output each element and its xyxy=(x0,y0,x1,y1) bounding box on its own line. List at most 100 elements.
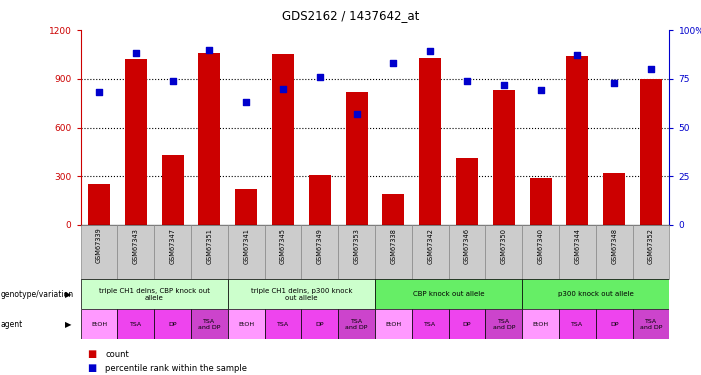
Bar xyxy=(529,178,552,225)
Text: ■: ■ xyxy=(88,363,97,373)
Bar xyxy=(198,53,221,225)
Text: GSM67348: GSM67348 xyxy=(611,228,618,264)
Text: GSM67338: GSM67338 xyxy=(390,228,397,264)
Bar xyxy=(603,173,625,225)
Text: TSA
and DP: TSA and DP xyxy=(346,319,368,330)
Bar xyxy=(522,225,559,279)
Bar xyxy=(559,225,596,279)
Bar xyxy=(265,309,301,339)
Bar xyxy=(118,309,154,339)
Text: GSM67349: GSM67349 xyxy=(317,228,323,264)
Text: ■: ■ xyxy=(88,350,97,359)
Text: GSM67342: GSM67342 xyxy=(427,228,433,264)
Point xyxy=(204,46,215,53)
Text: CBP knock out allele: CBP knock out allele xyxy=(413,291,484,297)
Text: DP: DP xyxy=(168,322,177,327)
Bar xyxy=(161,155,184,225)
Point xyxy=(388,60,399,66)
Point xyxy=(314,74,325,80)
Point xyxy=(167,78,178,84)
Bar xyxy=(236,189,257,225)
Bar xyxy=(559,309,596,339)
Bar xyxy=(346,92,367,225)
Bar xyxy=(632,225,669,279)
Bar xyxy=(640,79,662,225)
Bar xyxy=(449,309,485,339)
Bar xyxy=(522,279,669,309)
Bar xyxy=(338,309,375,339)
Text: DP: DP xyxy=(463,322,471,327)
Bar xyxy=(154,225,191,279)
Bar xyxy=(449,225,485,279)
Text: p300 knock out allele: p300 knock out allele xyxy=(558,291,634,297)
Text: triple CH1 delns, p300 knock
out allele: triple CH1 delns, p300 knock out allele xyxy=(251,288,352,301)
Point xyxy=(93,89,104,95)
Text: GSM67344: GSM67344 xyxy=(574,228,580,264)
Point xyxy=(351,111,362,117)
Text: GSM67346: GSM67346 xyxy=(464,228,470,264)
Text: DP: DP xyxy=(610,322,618,327)
Point xyxy=(535,87,546,93)
Bar xyxy=(81,279,228,309)
Point xyxy=(498,82,510,88)
Bar xyxy=(522,309,559,339)
Bar xyxy=(596,309,632,339)
Point xyxy=(240,99,252,105)
Bar xyxy=(383,194,404,225)
Bar xyxy=(228,279,375,309)
Bar xyxy=(228,225,265,279)
Point xyxy=(646,66,657,72)
Point xyxy=(425,48,436,54)
Bar xyxy=(265,225,301,279)
Text: TSA: TSA xyxy=(130,322,142,327)
Bar xyxy=(566,56,588,225)
Bar xyxy=(81,225,118,279)
Bar xyxy=(228,309,265,339)
Text: percentile rank within the sample: percentile rank within the sample xyxy=(105,364,247,373)
Point xyxy=(572,53,583,58)
Bar xyxy=(412,309,449,339)
Text: GSM67345: GSM67345 xyxy=(280,228,286,264)
Bar xyxy=(301,225,338,279)
Bar xyxy=(596,225,632,279)
Bar xyxy=(632,309,669,339)
Text: ▶: ▶ xyxy=(65,320,72,329)
Text: GSM67339: GSM67339 xyxy=(96,228,102,264)
Point xyxy=(461,78,472,84)
Bar xyxy=(301,309,338,339)
Text: agent: agent xyxy=(1,320,23,329)
Bar xyxy=(493,90,515,225)
Text: genotype/variation: genotype/variation xyxy=(1,290,74,299)
Bar xyxy=(125,59,147,225)
Bar xyxy=(118,225,154,279)
Text: EtOH: EtOH xyxy=(238,322,254,327)
Text: count: count xyxy=(105,350,129,359)
Text: TSA: TSA xyxy=(571,322,583,327)
Text: GSM67352: GSM67352 xyxy=(648,228,654,264)
Text: DP: DP xyxy=(315,322,324,327)
Bar xyxy=(191,309,228,339)
Text: EtOH: EtOH xyxy=(91,322,107,327)
Text: TSA
and DP: TSA and DP xyxy=(493,319,515,330)
Text: GSM67351: GSM67351 xyxy=(206,228,212,264)
Point xyxy=(130,50,142,56)
Bar xyxy=(456,158,478,225)
Bar xyxy=(154,309,191,339)
Text: EtOH: EtOH xyxy=(386,322,402,327)
Bar xyxy=(308,175,331,225)
Bar xyxy=(88,184,110,225)
Bar xyxy=(338,225,375,279)
Text: TSA
and DP: TSA and DP xyxy=(640,319,662,330)
Text: GSM67340: GSM67340 xyxy=(538,228,544,264)
Point xyxy=(608,80,620,86)
Bar xyxy=(375,279,522,309)
Text: ▶: ▶ xyxy=(65,290,72,299)
Bar xyxy=(485,225,522,279)
Point xyxy=(278,86,289,92)
Text: GSM67350: GSM67350 xyxy=(501,228,507,264)
Text: GDS2162 / 1437642_at: GDS2162 / 1437642_at xyxy=(282,9,419,22)
Text: TSA: TSA xyxy=(424,322,436,327)
Bar xyxy=(485,309,522,339)
Bar xyxy=(419,58,442,225)
Text: TSA
and DP: TSA and DP xyxy=(198,319,221,330)
